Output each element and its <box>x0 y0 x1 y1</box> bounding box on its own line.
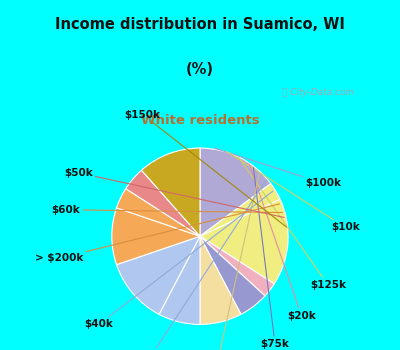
Wedge shape <box>116 236 200 314</box>
Text: > $200k: > $200k <box>35 204 280 263</box>
Wedge shape <box>126 170 200 236</box>
Text: ⓘ City-Data.com: ⓘ City-Data.com <box>282 88 354 97</box>
Wedge shape <box>200 236 265 314</box>
Text: $50k: $50k <box>64 168 284 217</box>
Wedge shape <box>142 148 200 236</box>
Wedge shape <box>200 184 280 236</box>
Text: $200k: $200k <box>134 181 266 350</box>
Text: $40k: $40k <box>84 191 273 329</box>
Wedge shape <box>116 189 200 236</box>
Wedge shape <box>112 208 200 265</box>
Wedge shape <box>200 236 241 324</box>
Text: $125k: $125k <box>239 157 346 290</box>
Wedge shape <box>200 199 288 284</box>
Text: $20k: $20k <box>249 164 316 321</box>
Wedge shape <box>200 236 274 296</box>
Wedge shape <box>159 236 200 324</box>
Text: White residents: White residents <box>141 114 259 127</box>
Text: $150k: $150k <box>125 110 286 227</box>
Text: (%): (%) <box>186 62 214 77</box>
Text: $60k: $60k <box>52 205 283 215</box>
Text: Income distribution in Suamico, WI: Income distribution in Suamico, WI <box>55 17 345 32</box>
Text: $100k: $100k <box>214 148 342 188</box>
Text: $10k: $10k <box>227 152 360 232</box>
Text: $30k: $30k <box>203 174 259 350</box>
Wedge shape <box>200 148 271 236</box>
Text: $75k: $75k <box>253 168 290 349</box>
